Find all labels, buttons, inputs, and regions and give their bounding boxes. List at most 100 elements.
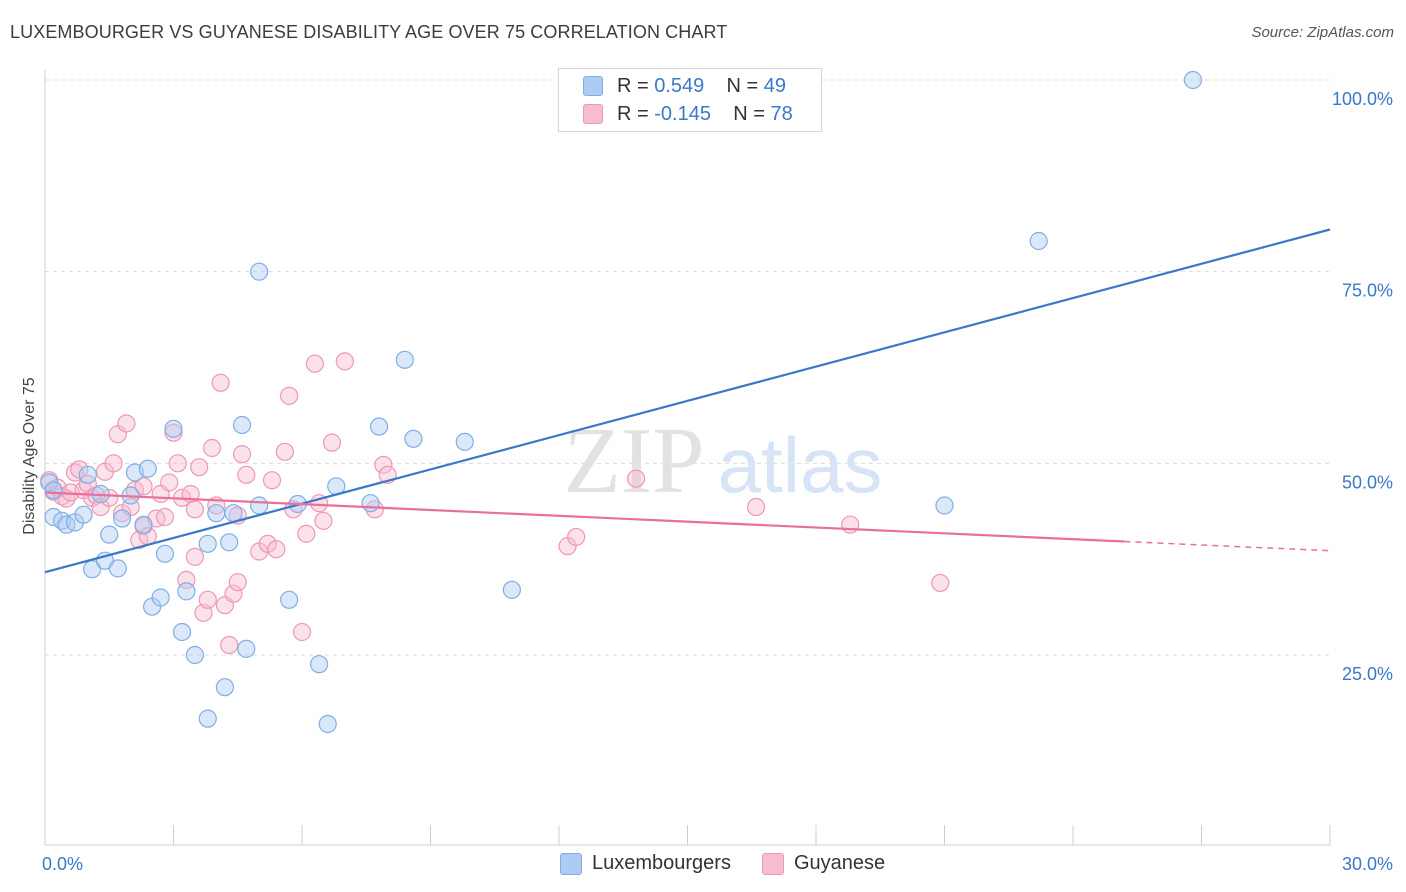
- r-value-guyanese: -0.145: [654, 103, 711, 125]
- data-point: [262, 471, 282, 490]
- swatch-luxembourgers: [583, 76, 603, 96]
- data-point: [502, 580, 521, 599]
- gridlines: [45, 79, 1330, 656]
- n-label: N =: [726, 75, 764, 97]
- x-tick-label: 30.0%: [1342, 854, 1393, 874]
- n-value-guyanese: 78: [770, 103, 793, 125]
- data-point: [155, 544, 175, 563]
- data-point: [220, 635, 239, 655]
- data-point: [70, 460, 89, 479]
- data-point: [567, 527, 586, 547]
- legend-label-luxembourgers: Luxembourgers: [592, 852, 731, 874]
- luxembourger-points: [40, 70, 1203, 734]
- y-tick-label: 100.0%: [1332, 89, 1393, 109]
- data-point: [164, 419, 183, 438]
- data-point: [280, 590, 299, 609]
- swatch-guyanese: [583, 104, 603, 124]
- trendline-luxembourgers: [44, 228, 1331, 574]
- data-point: [335, 352, 354, 371]
- data-point: [237, 639, 256, 658]
- y-tick-label: 75.0%: [1342, 281, 1393, 301]
- data-point: [374, 455, 393, 474]
- data-point: [455, 432, 474, 451]
- data-point: [100, 488, 119, 507]
- source-label: Source: ZipAtlas.com: [1251, 24, 1394, 41]
- watermark-atlas: atlas: [718, 421, 883, 509]
- data-point: [177, 582, 196, 601]
- data-point: [78, 465, 97, 484]
- data-point: [931, 573, 950, 593]
- data-point: [134, 477, 153, 496]
- data-point: [198, 590, 217, 609]
- data-point: [185, 500, 205, 519]
- data-point: [395, 350, 414, 369]
- r-label: R =: [617, 103, 655, 125]
- trendline-guyanese-extension: [1124, 540, 1331, 552]
- data-point: [172, 622, 192, 642]
- x-tick-label: 0.0%: [42, 854, 83, 874]
- data-point: [258, 534, 277, 553]
- data-point: [198, 709, 217, 728]
- data-point: [404, 429, 423, 448]
- trendlines: [44, 228, 1331, 574]
- data-point: [935, 496, 954, 515]
- trendline-guyanese: [44, 491, 1125, 543]
- data-point: [44, 481, 63, 500]
- r-value-luxembourgers: 0.549: [654, 75, 705, 97]
- data-point: [185, 645, 205, 665]
- data-point: [746, 497, 766, 517]
- data-point: [280, 386, 299, 405]
- data-point: [117, 414, 136, 433]
- data-point: [100, 525, 119, 544]
- data-point: [228, 573, 247, 592]
- data-point: [361, 494, 380, 513]
- legend-swatch-luxembourgers: [560, 853, 582, 875]
- data-point: [134, 515, 153, 534]
- data-point: [164, 423, 183, 442]
- data-point: [275, 442, 294, 461]
- y-tick-label: 50.0%: [1342, 472, 1393, 492]
- data-point: [138, 459, 157, 478]
- data-point: [202, 438, 222, 458]
- data-point: [160, 473, 179, 492]
- watermark: ZIP atlas: [564, 409, 883, 513]
- data-point: [314, 511, 333, 530]
- r-label: R =: [617, 75, 655, 97]
- data-point: [322, 433, 342, 452]
- data-point: [310, 655, 329, 674]
- data-point: [151, 588, 170, 607]
- data-point: [626, 469, 646, 488]
- data-point: [318, 714, 337, 734]
- data-point: [1029, 231, 1048, 251]
- data-point: [211, 373, 230, 392]
- n-label: N =: [733, 103, 771, 125]
- data-point: [74, 505, 93, 524]
- data-point: [190, 458, 209, 477]
- data-point: [220, 533, 239, 552]
- data-point: [168, 454, 187, 473]
- data-point: [841, 515, 860, 534]
- data-point: [224, 504, 243, 523]
- tick-labels: 25.0% 50.0% 75.0% 100.0% 0.0% 30.0%: [42, 89, 1393, 874]
- data-point: [250, 262, 269, 281]
- stats-legend: R = 0.549 N = 49 R = -0.145 N = 78: [558, 68, 822, 132]
- data-point: [297, 524, 316, 543]
- data-point: [292, 622, 312, 642]
- data-point: [104, 454, 123, 473]
- chart-title: LUXEMBOURGER VS GUYANESE DISABILITY AGE …: [10, 22, 728, 42]
- data-point: [215, 678, 234, 697]
- n-value-luxembourgers: 49: [763, 75, 787, 97]
- data-point: [267, 540, 286, 559]
- data-point: [1183, 70, 1203, 90]
- data-point: [224, 584, 243, 603]
- data-point: [207, 504, 226, 523]
- y-axis-label: Disability Age Over 75: [21, 377, 38, 535]
- data-point: [198, 534, 217, 553]
- data-point: [305, 354, 324, 373]
- y-tick-label: 25.0%: [1342, 664, 1393, 684]
- data-point: [237, 465, 256, 484]
- data-point: [155, 507, 175, 527]
- axes: [44, 70, 1331, 846]
- data-point: [185, 547, 205, 566]
